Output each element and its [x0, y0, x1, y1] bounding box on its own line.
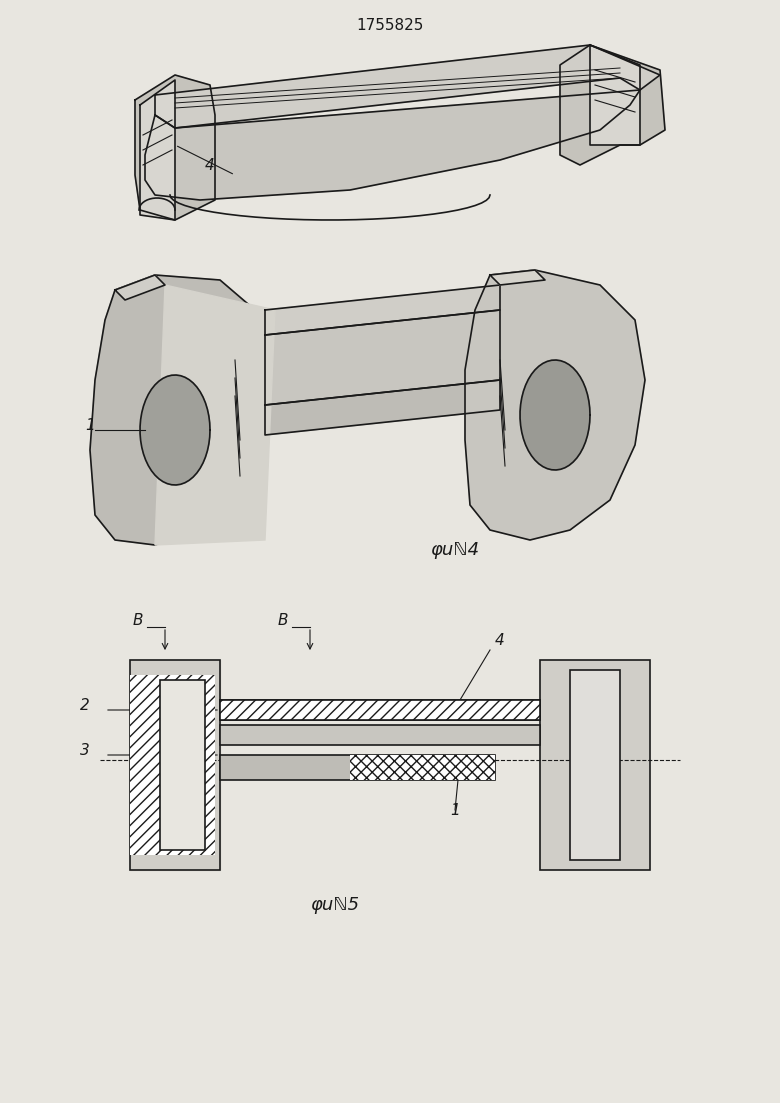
- Polygon shape: [140, 81, 175, 219]
- Bar: [220, 700, 540, 720]
- Polygon shape: [490, 270, 545, 285]
- Bar: [130, 675, 215, 855]
- Polygon shape: [560, 45, 665, 165]
- Bar: [130, 660, 220, 870]
- Text: φuℕ4: φuℕ4: [430, 540, 479, 559]
- Bar: [220, 725, 540, 745]
- Text: B: B: [133, 613, 143, 628]
- Polygon shape: [265, 310, 500, 405]
- Polygon shape: [90, 275, 265, 545]
- Polygon shape: [465, 270, 645, 540]
- Polygon shape: [135, 75, 215, 219]
- Bar: [540, 660, 650, 870]
- Bar: [570, 670, 620, 860]
- Bar: [220, 754, 495, 780]
- Text: 1755825: 1755825: [356, 18, 424, 33]
- Polygon shape: [130, 660, 220, 870]
- Text: 4: 4: [495, 633, 505, 647]
- Polygon shape: [265, 381, 500, 435]
- Text: 2: 2: [80, 698, 90, 713]
- Polygon shape: [115, 275, 165, 300]
- Polygon shape: [155, 285, 275, 545]
- Text: φuℕ5: φuℕ5: [310, 896, 359, 914]
- Polygon shape: [145, 90, 640, 200]
- Bar: [160, 681, 205, 850]
- Text: 1: 1: [450, 803, 459, 818]
- Polygon shape: [590, 45, 640, 144]
- Polygon shape: [265, 285, 500, 335]
- Polygon shape: [520, 360, 590, 470]
- Polygon shape: [140, 375, 210, 485]
- Text: 1: 1: [85, 418, 94, 433]
- Bar: [220, 700, 540, 720]
- Text: B: B: [278, 613, 288, 628]
- Text: 4: 4: [205, 158, 215, 173]
- Text: 3: 3: [80, 743, 90, 758]
- Bar: [350, 754, 495, 780]
- Polygon shape: [155, 45, 660, 128]
